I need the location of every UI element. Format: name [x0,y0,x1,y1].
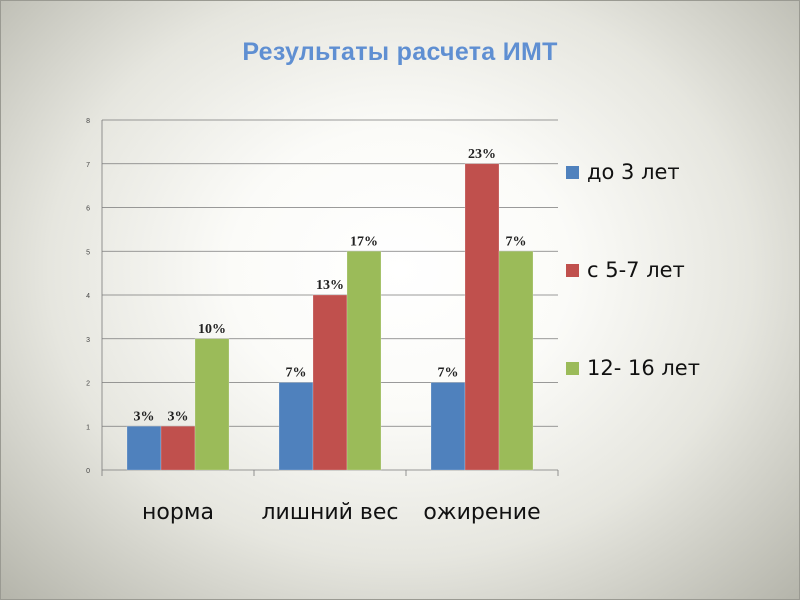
y-tick-label: 1 [86,424,90,431]
y-tick-label: 0 [86,468,90,475]
data-label: 23% [468,147,496,162]
data-label: 7% [438,366,459,381]
y-tick-label: 8 [86,118,90,125]
data-label: 10% [198,322,226,337]
data-label: 7% [506,234,527,249]
data-label: 13% [316,278,344,293]
y-tick-label: 4 [86,293,90,300]
bar [194,338,230,471]
data-labels: 3% 3% 10% 7% 13% 17% 7% 23% 7% [134,147,527,425]
category-label: лишний вес [261,500,398,525]
y-axis-ticks: 0 1 2 3 4 5 6 7 8 [86,118,90,475]
y-tick-label: 3 [86,337,90,344]
legend-label: 12- 16 лет [587,356,700,380]
bar [126,425,162,471]
category-label: ожирение [423,500,540,525]
data-label: 3% [168,409,189,424]
bar [346,250,382,471]
y-tick-label: 6 [86,206,90,213]
bar [278,382,314,471]
bar [160,425,196,471]
y-tick-label: 5 [86,249,90,256]
data-label: 3% [134,409,155,424]
y-tick-label: 2 [86,381,90,388]
data-label: 17% [350,234,378,249]
bar [312,294,348,471]
bar [464,163,500,471]
bar [498,250,534,471]
legend: до 3 лет с 5-7 лет 12- 16 лет [566,160,700,380]
legend-swatch [566,166,579,179]
category-labels: норма лишний вес ожирение [142,500,541,525]
slide-title: Результаты расчета ИМТ [242,38,558,66]
bars [126,163,534,471]
y-tick-label: 7 [86,162,90,169]
category-label: норма [142,500,214,525]
legend-label: до 3 лет [587,160,680,184]
bar [430,382,466,471]
legend-label: с 5-7 лет [587,258,685,282]
legend-swatch [566,264,579,277]
data-label: 7% [286,366,307,381]
legend-swatch [566,362,579,375]
